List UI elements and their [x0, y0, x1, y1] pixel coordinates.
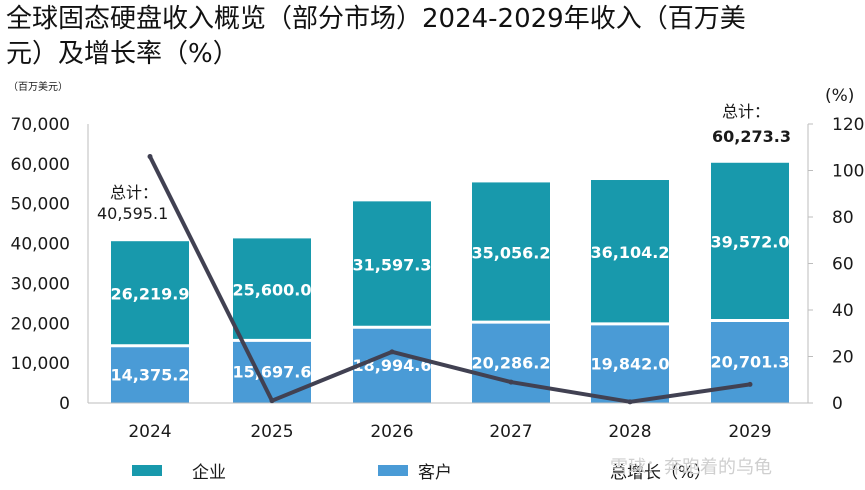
total-label-2029: 总计： — [722, 102, 770, 121]
bar-client — [111, 345, 189, 403]
y2-tick-label: 60 — [832, 255, 854, 275]
x-tick-label: 2025 — [250, 422, 293, 442]
y-tick-label: 40,000 — [11, 235, 70, 255]
growth-line — [148, 154, 752, 404]
totals-group: 总计： 40,595.1 总计： 60,273.3 — [97, 102, 791, 223]
total-value-2024: 40,595.1 — [97, 204, 168, 223]
bar-client — [353, 327, 431, 403]
bar-label-enterprise: 35,056.2 — [472, 243, 551, 262]
bar-enterprise — [472, 182, 550, 323]
y-tick-label: 70,000 — [11, 115, 70, 135]
axes-group: 0 10,000 20,000 30,000 40,000 50,000 60,000 70,… — [11, 115, 865, 442]
y-tick-label: 20,000 — [11, 314, 70, 334]
y2-tick-label: 120 — [832, 115, 864, 135]
bar-client — [472, 322, 550, 403]
legend: 企业 客户 总增长（%） — [132, 463, 711, 483]
x-tick-label: 2026 — [370, 422, 413, 442]
legend-swatch-client — [378, 465, 408, 476]
bar-label-client: 19,842.0 — [591, 354, 670, 373]
total-value-2029: 60,273.3 — [712, 127, 791, 146]
bar-label-enterprise: 25,600.0 — [233, 280, 312, 299]
y2-tick-label: 20 — [832, 348, 854, 368]
growth-point — [147, 154, 153, 160]
bars-group: 14,375.226,219.915,697.625,600.018,994.6… — [111, 162, 790, 403]
right-axis-unit: (%) — [825, 86, 854, 106]
watermark: 雪球：奔跑着的乌龟 — [610, 457, 772, 478]
x-tick-label: 2029 — [728, 422, 771, 442]
y-tick-label: 60,000 — [11, 155, 70, 175]
legend-label-client: 客户 — [418, 463, 452, 483]
y-tick-label: 50,000 — [11, 195, 70, 215]
legend-swatch-enterprise — [132, 465, 162, 476]
left-axis-unit: （百万美元） — [8, 80, 68, 93]
x-tick-label: 2027 — [489, 422, 532, 442]
total-label-2024: 总计： — [110, 183, 158, 202]
bar-label-client: 15,697.6 — [233, 363, 312, 382]
y-tick-label: 10,000 — [11, 354, 70, 374]
bar-label-enterprise: 26,219.9 — [111, 284, 190, 303]
bar-label-enterprise: 31,597.3 — [353, 255, 432, 274]
bar-enterprise — [591, 180, 669, 324]
y-tick-label: 0 — [59, 394, 70, 414]
bar-enterprise — [353, 201, 431, 328]
y2-tick-label: 0 — [832, 394, 843, 414]
growth-point — [508, 379, 514, 385]
bar-client — [591, 323, 669, 403]
bar-label-enterprise: 36,104.2 — [591, 243, 670, 262]
y2-tick-label: 80 — [832, 208, 854, 228]
bar-label-client: 14,375.2 — [111, 365, 190, 384]
y-tick-label: 30,000 — [11, 274, 70, 294]
bar-label-client: 20,286.2 — [472, 354, 551, 373]
y2-tick-label: 100 — [832, 162, 864, 182]
growth-line-group — [147, 154, 753, 405]
chart-title: 全球固态硬盘收入概览（部分市场）2024-2029年收入（百万美元）及增长率（%… — [6, 4, 746, 69]
growth-point — [389, 349, 395, 355]
x-tick-label: 2028 — [608, 422, 651, 442]
legend-label-enterprise: 企业 — [192, 463, 226, 483]
y2-tick-label: 40 — [832, 301, 854, 321]
bar-label-client: 20,701.3 — [711, 353, 790, 372]
legend-label-growth: 总增长（%） — [610, 463, 711, 483]
x-tick-label: 2024 — [128, 422, 171, 442]
bar-label-enterprise: 39,572.0 — [711, 233, 790, 252]
bar-enterprise — [711, 162, 789, 321]
growth-point — [747, 381, 753, 387]
bar-enterprise — [233, 238, 311, 341]
bar-enterprise — [111, 241, 189, 346]
growth-point — [269, 398, 275, 404]
growth-point — [627, 399, 633, 405]
